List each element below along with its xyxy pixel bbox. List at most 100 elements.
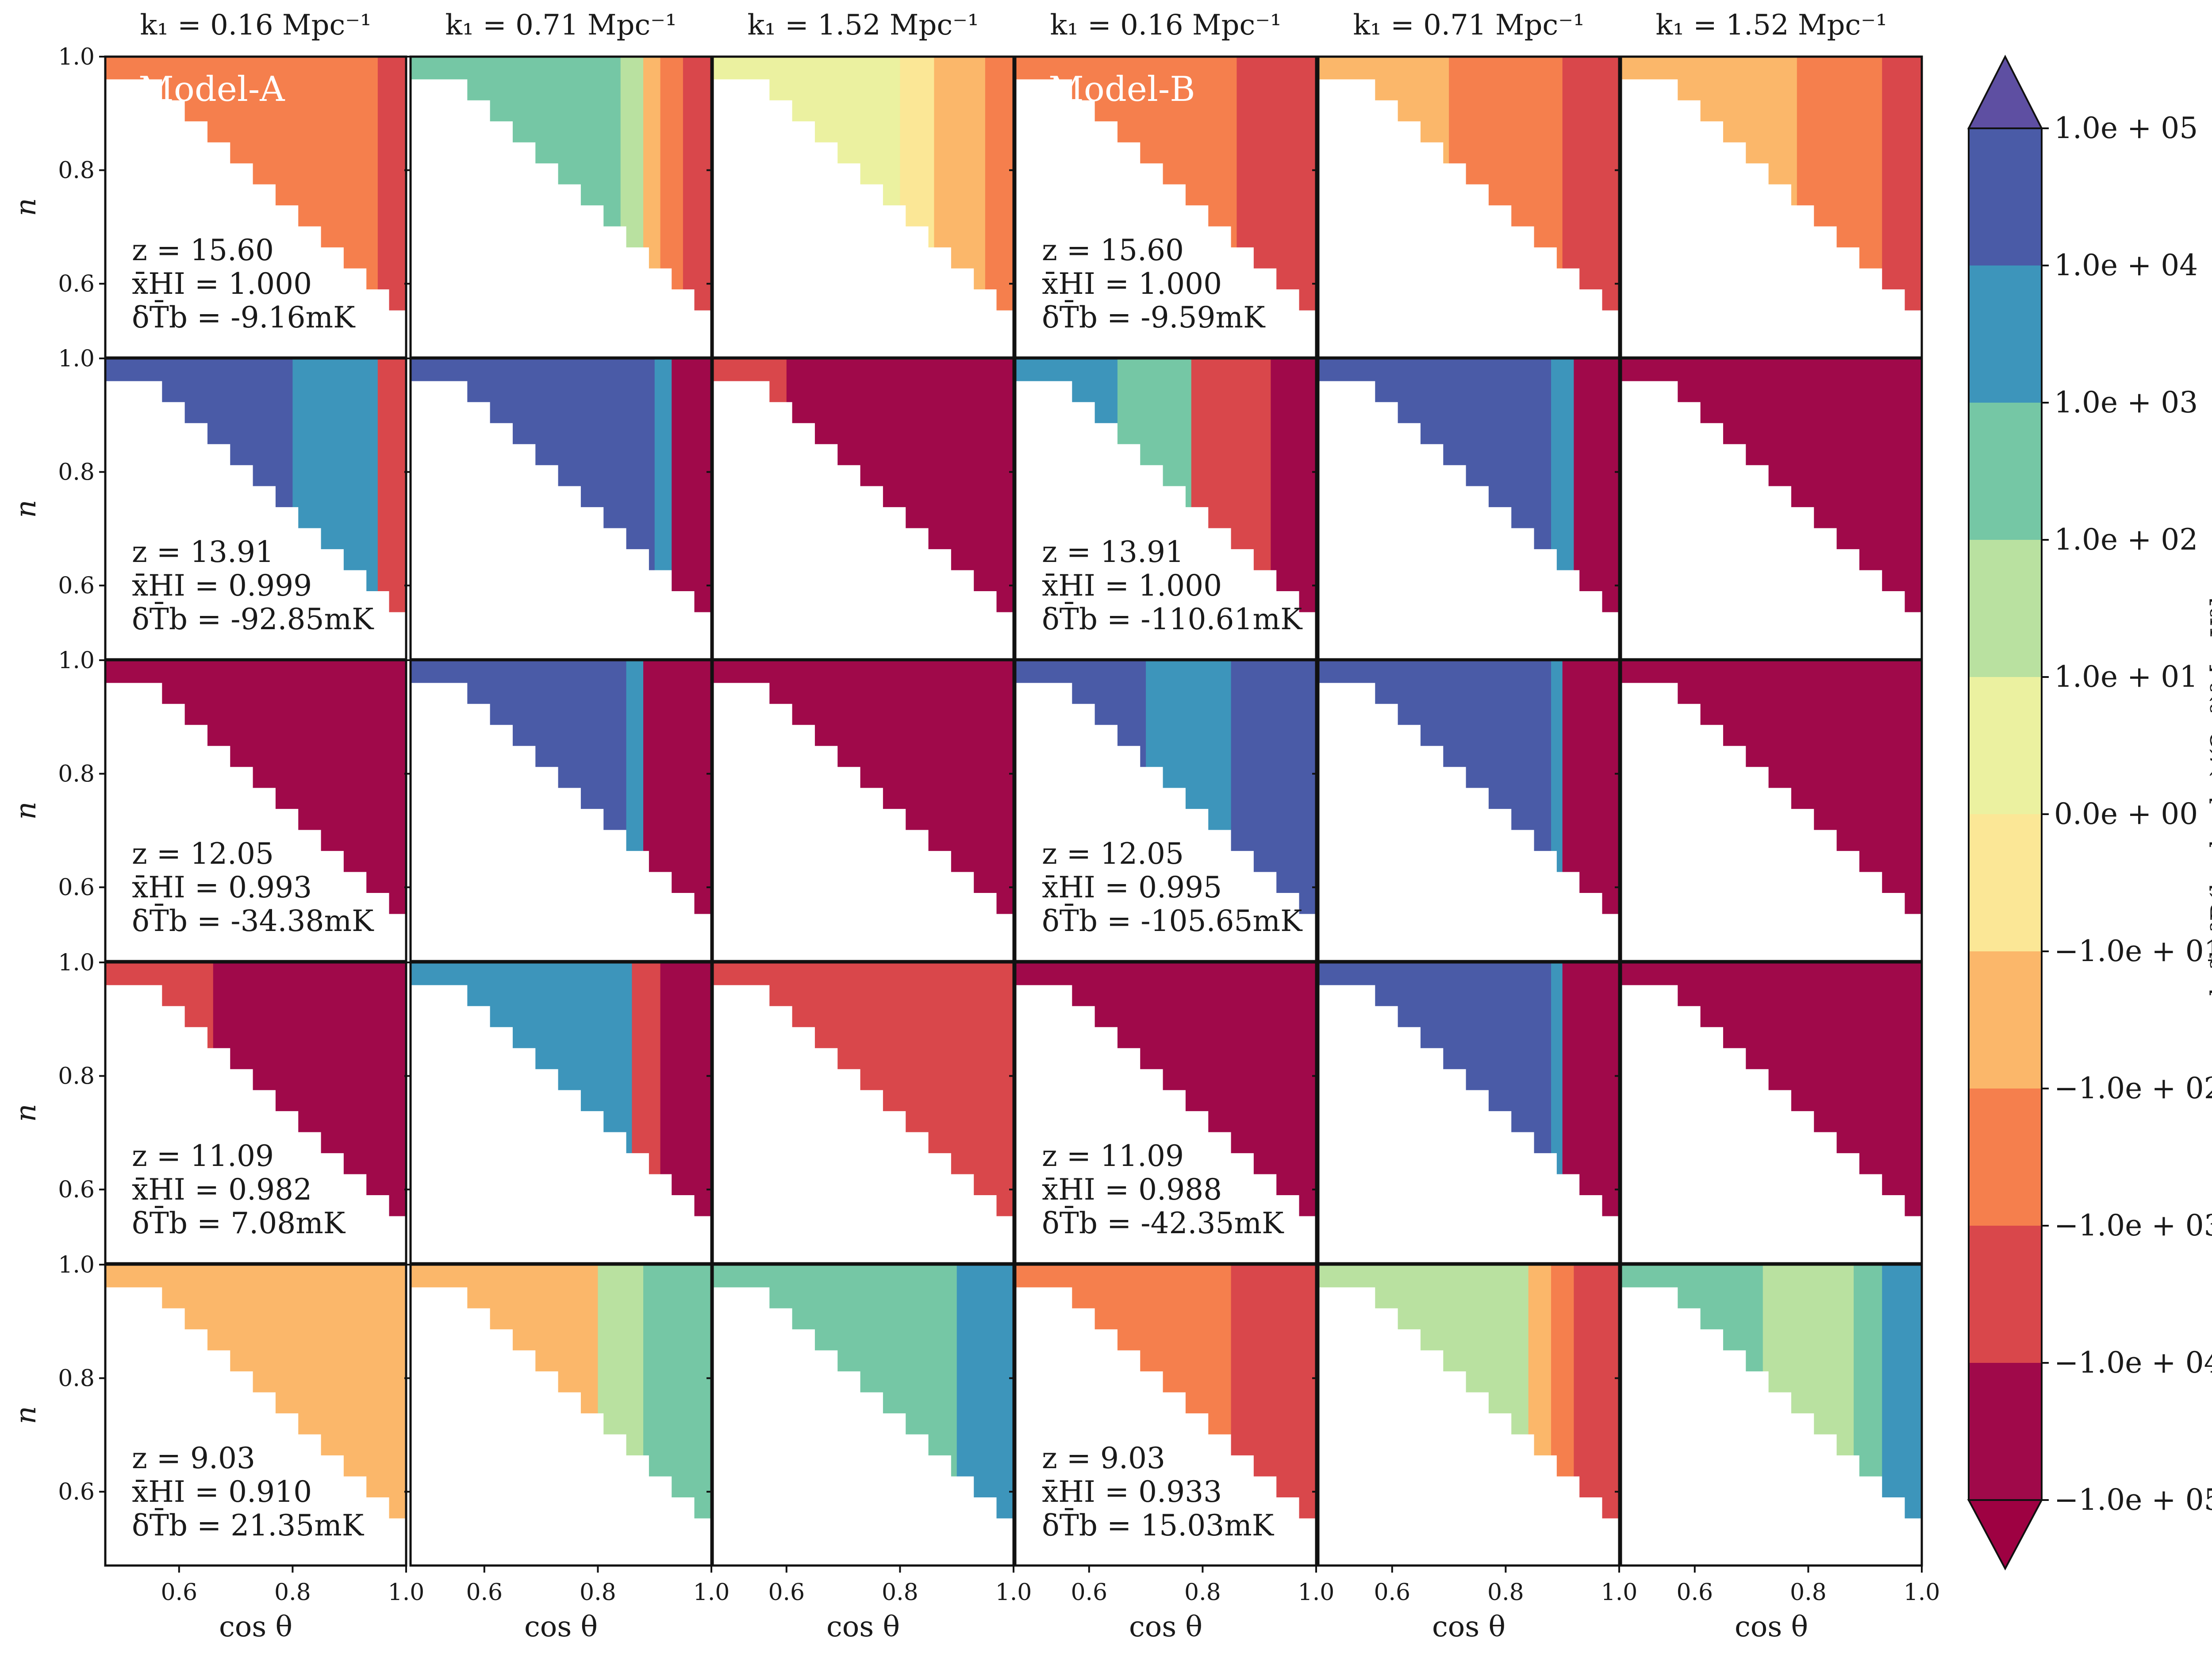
redshift-label: z = 12.05 — [1042, 837, 1184, 871]
colorbar-tick-label: −1.0e + 04 — [2054, 1346, 2212, 1380]
panel-r0-c3 — [1009, 55, 1317, 359]
panel-frame — [1620, 659, 1923, 962]
colorbar-segment — [1969, 403, 2042, 540]
y-tick-label: 0.6 — [58, 1177, 95, 1203]
y-axis-label: n — [10, 500, 42, 518]
neutral-fraction-label: x̄HI = 0.933 — [1042, 1475, 1222, 1509]
panel-frame — [104, 1263, 407, 1567]
panel-frame — [104, 659, 407, 962]
panel-r4-c5: 0.6 0.8 1.0 cos θ — [1615, 1263, 1940, 1643]
masked-region — [105, 79, 406, 358]
neutral-fraction-label: x̄HI = 0.988 — [1042, 1173, 1222, 1207]
x-tick-label: 0.8 — [274, 1579, 311, 1606]
colorbar-extend-top — [1967, 54, 2043, 129]
redshift-label: z = 15.60 — [1042, 233, 1184, 267]
panel-frame — [1014, 659, 1317, 962]
y-tick-label: 1.0 — [58, 647, 95, 674]
panel-grid: 0.6 0.8 1.0 n 0.6 0.8 1.0 n 0.6 0.8 1.0 n 0.6 0.8 1.0 n… — [10, 44, 1940, 1643]
brightness-temp-label: δT̄b = 7.08mK — [132, 1206, 346, 1240]
panel-r2-c1 — [404, 659, 713, 962]
masked-region — [1318, 1287, 1619, 1566]
panel-r0-c0: 0.6 0.8 1.0 n — [10, 44, 407, 359]
y-tick-label: 0.8 — [58, 158, 95, 184]
panel-r4-c4: 0.6 0.8 1.0 cos θ — [1312, 1263, 1638, 1643]
x-axis-label: cos θ — [219, 1611, 292, 1643]
y-axis-label: n — [10, 1104, 42, 1122]
masked-region — [713, 683, 1014, 961]
colorbar-tick-label: 1.0e + 05 — [2054, 111, 2198, 145]
model-label: Model-A — [138, 69, 285, 109]
colorbar-tick-label: −1.0e + 01 — [2054, 934, 2212, 968]
panel-frame — [104, 961, 407, 1265]
masked-region — [411, 1287, 711, 1566]
colorbar-segment — [1969, 1363, 2042, 1500]
column-title: k₁ = 1.52 Mpc⁻¹ — [1655, 9, 1887, 42]
colorbar-segment — [1969, 1089, 2042, 1226]
panel-frame — [711, 961, 1015, 1265]
y-tick-label: 0.8 — [58, 459, 95, 486]
masked-region — [1318, 79, 1619, 358]
brightness-temp-label: δT̄b = -9.59mK — [1042, 300, 1266, 335]
masked-region — [105, 381, 406, 659]
neutral-fraction-label: x̄HI = 1.000 — [1042, 267, 1222, 301]
colorbar: 1.0e + 05 1.0e + 04 1.0e + 03 1.0e + 02 1.0e… — [1967, 54, 2212, 1571]
panel-r2-c2 — [707, 659, 1015, 962]
neutral-fraction-label: x̄HI = 0.999 — [132, 569, 312, 603]
colorbar-tick-label: 1.0e + 04 — [2054, 248, 2198, 282]
panel-r1-c3 — [1009, 357, 1317, 661]
colorbar-segment — [1969, 128, 2042, 265]
masked-region — [1621, 381, 1922, 659]
model-label: Model-B — [1048, 69, 1195, 109]
masked-region — [1621, 985, 1922, 1263]
x-tick-label: 0.6 — [1374, 1579, 1410, 1606]
redshift-label: z = 13.91 — [1042, 535, 1184, 569]
colorbar-segment — [1969, 540, 2042, 677]
masked-region — [1015, 985, 1316, 1263]
colorbar-tick-label: −1.0e + 05 — [2054, 1483, 2212, 1517]
masked-region — [1318, 985, 1619, 1263]
y-tick-label: 1.0 — [58, 346, 95, 372]
panel-r3-c0: 0.6 0.8 1.0 n — [10, 950, 407, 1265]
y-tick-label: 0.6 — [58, 874, 95, 901]
redshift-label: z = 15.60 — [132, 233, 274, 267]
x-tick-label: 0.6 — [1071, 1579, 1107, 1606]
x-axis-label: cos θ — [1735, 1611, 1808, 1643]
y-axis-label: n — [10, 198, 42, 216]
x-tick-label: 1.0 — [1298, 1579, 1335, 1606]
brightness-temp-label: δT̄b = -105.65mK — [1042, 904, 1303, 938]
x-tick-label: 0.6 — [768, 1579, 805, 1606]
masked-region — [713, 1287, 1014, 1566]
neutral-fraction-label: x̄HI = 0.910 — [132, 1475, 312, 1509]
panel-r1-c0: 0.6 0.8 1.0 n — [10, 346, 407, 661]
y-tick-label: 0.6 — [58, 271, 95, 297]
panel-r2-c4 — [1312, 659, 1621, 962]
neutral-fraction-label: x̄HI = 1.000 — [1042, 569, 1222, 603]
masked-region — [1015, 79, 1316, 358]
x-tick-label: 1.0 — [1601, 1579, 1638, 1606]
masked-region — [1621, 683, 1922, 961]
y-tick-label: 0.8 — [58, 1366, 95, 1392]
x-axis-label: cos θ — [1432, 1611, 1505, 1643]
panel-r1-c1 — [404, 357, 713, 661]
panel-r2-c3 — [1009, 659, 1317, 962]
panel-r1-c4 — [1312, 357, 1621, 661]
redshift-label: z = 11.09 — [1042, 1139, 1184, 1173]
brightness-temp-label: δT̄b = -92.85mK — [132, 602, 374, 636]
x-tick-label: 1.0 — [693, 1579, 730, 1606]
brightness-temp-label: δT̄b = 21.35mK — [132, 1508, 365, 1543]
colorbar-tick-label: 1.0e + 03 — [2054, 385, 2198, 419]
panel-r0-c4 — [1312, 55, 1621, 359]
panel-r3-c1 — [404, 961, 713, 1265]
y-tick-label: 0.8 — [58, 761, 95, 788]
x-tick-label: 1.0 — [995, 1579, 1032, 1606]
y-tick-label: 0.8 — [58, 1063, 95, 1090]
colorbar-tick-label: −1.0e + 02 — [2054, 1071, 2212, 1105]
column-title: k₁ = 0.16 Mpc⁻¹ — [140, 9, 371, 42]
column-title: k₁ = 1.52 Mpc⁻¹ — [747, 9, 979, 42]
x-tick-label: 0.6 — [161, 1579, 197, 1606]
masked-region — [411, 683, 711, 961]
panel-r4-c0: 0.6 0.8 1.0 cos θ 0.6 0.8 1.0 n — [10, 1252, 424, 1643]
column-title: k₁ = 0.71 Mpc⁻¹ — [445, 9, 676, 42]
x-axis-label: cos θ — [1129, 1611, 1202, 1643]
